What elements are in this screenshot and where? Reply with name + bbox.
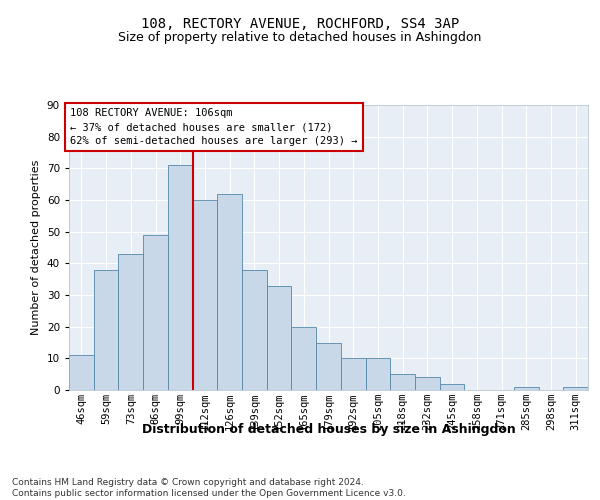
- Bar: [341, 358, 365, 390]
- Bar: [242, 270, 267, 390]
- Text: Distribution of detached houses by size in Ashingdon: Distribution of detached houses by size …: [142, 422, 515, 436]
- Bar: [118, 254, 143, 390]
- Bar: [415, 378, 440, 390]
- Bar: [143, 235, 168, 390]
- Bar: [390, 374, 415, 390]
- Text: 108, RECTORY AVENUE, ROCHFORD, SS4 3AP: 108, RECTORY AVENUE, ROCHFORD, SS4 3AP: [141, 18, 459, 32]
- Bar: [217, 194, 242, 390]
- Bar: [440, 384, 464, 390]
- Bar: [69, 355, 94, 390]
- Bar: [267, 286, 292, 390]
- Bar: [168, 165, 193, 390]
- Bar: [193, 200, 217, 390]
- Text: Contains HM Land Registry data © Crown copyright and database right 2024.
Contai: Contains HM Land Registry data © Crown c…: [12, 478, 406, 498]
- Bar: [514, 387, 539, 390]
- Text: Size of property relative to detached houses in Ashingdon: Size of property relative to detached ho…: [118, 31, 482, 44]
- Bar: [292, 326, 316, 390]
- Bar: [563, 387, 588, 390]
- Text: 108 RECTORY AVENUE: 106sqm
← 37% of detached houses are smaller (172)
62% of sem: 108 RECTORY AVENUE: 106sqm ← 37% of deta…: [70, 108, 358, 146]
- Bar: [94, 270, 118, 390]
- Bar: [316, 342, 341, 390]
- Bar: [365, 358, 390, 390]
- Y-axis label: Number of detached properties: Number of detached properties: [31, 160, 41, 335]
